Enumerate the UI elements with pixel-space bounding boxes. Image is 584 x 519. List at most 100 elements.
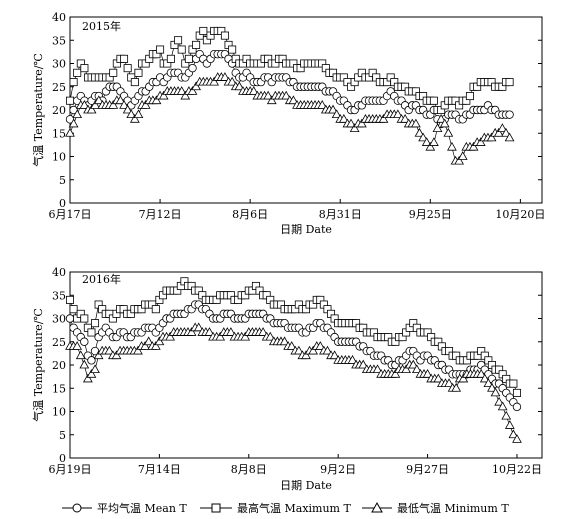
y-axis-2016: 0 5 10 15 20 25 30 35 40 [52, 266, 542, 465]
max-temp-point [174, 36, 183, 45]
max-temp-point [156, 45, 165, 54]
max-temp-point [109, 68, 118, 77]
max-temp-point [69, 78, 78, 87]
y-tick-label: 15 [52, 127, 66, 140]
panel-title-2015: 2015年 [82, 19, 121, 33]
min-temp-point [436, 113, 446, 123]
x-tick-label: 8月31日 [319, 208, 362, 221]
x-tick-label: 10月22日 [492, 463, 542, 476]
min-temp-point [108, 100, 119, 109]
panel-2016: 2016年 0 5 10 15 20 25 30 35 40 6月19日 7月14日 8月8日 9月2… [31, 266, 543, 492]
legend: 平均气温 Mean T 最高气温 Maximum T 最低气温 Minimum … [62, 501, 509, 515]
max-temp-point [512, 388, 521, 397]
y-tick-label: 40 [52, 11, 66, 24]
min-temp-point [476, 368, 487, 378]
min-temp-point [447, 141, 457, 151]
min-temp-point [458, 373, 469, 383]
x-tick-label: 8月8日 [231, 463, 267, 476]
max-temp-point [465, 92, 474, 101]
y-tick-label: 30 [52, 58, 66, 71]
min-temp-point [411, 118, 421, 128]
y-tick-label: 10 [52, 406, 66, 419]
min-temp-point [266, 95, 277, 105]
y-axis-title-2016: 气温 Temperature/℃ [31, 308, 45, 422]
mean-temp-point [188, 63, 197, 73]
min-temp-point [493, 127, 504, 137]
min-temp-point [414, 127, 425, 137]
legend-circle-marker-icon [72, 503, 82, 513]
legend-triangle-marker-icon [371, 501, 383, 513]
min-temp-point [479, 373, 490, 383]
mean-temp-point [65, 314, 75, 323]
series-2016 [65, 277, 522, 443]
panel-2015: 2015年 0 5 10 15 20 25 30 35 40 6月17日 7月12日 8月6日 8月3… [31, 11, 545, 236]
min-temp-point [329, 350, 340, 360]
min-temp-point [215, 331, 226, 341]
x-tick-label: 6月17日 [49, 208, 92, 221]
max-temp-point [151, 305, 160, 314]
plot-frame-2016 [69, 271, 543, 459]
min-temp-point [504, 420, 515, 429]
panel-title-2016: 2016年 [82, 272, 121, 286]
max-temp-point [505, 78, 514, 87]
min-temp-point [490, 387, 501, 397]
min-temp-point [392, 109, 403, 119]
min-temp-point [258, 327, 268, 336]
max-temp-point [192, 40, 201, 49]
min-temp-point [501, 410, 512, 420]
min-temp-point [193, 322, 204, 332]
min-temp-point [400, 113, 410, 123]
min-temp-point [347, 355, 358, 364]
y-tick-label: 5 [59, 174, 66, 187]
y-tick-label: 20 [52, 359, 66, 372]
max-temp-point [120, 54, 129, 63]
min-temp-point [93, 350, 104, 360]
min-temp-point [443, 127, 454, 137]
min-temp-point [425, 141, 436, 151]
min-temp-point [401, 364, 412, 374]
min-temp-point [176, 86, 187, 95]
mean-temp-point [505, 110, 514, 119]
max-temp-point [69, 305, 78, 314]
y-tick-label: 10 [52, 151, 66, 164]
min-temp-point [263, 90, 274, 100]
min-temp-point [186, 327, 197, 336]
y-tick-label: 5 [59, 429, 66, 442]
min-temp-point [315, 341, 326, 350]
min-temp-point [433, 373, 444, 383]
min-temp-point [475, 137, 486, 146]
min-temp-point [220, 72, 230, 81]
x-tick-label: 7月12日 [139, 208, 182, 221]
x-tick-label: 9月27日 [406, 463, 449, 476]
legend-item-min: 最低气温 Minimum T [362, 501, 509, 515]
min-temp-point [279, 336, 290, 346]
min-temp-point [79, 359, 90, 369]
mean-temp-point [87, 356, 96, 365]
min-temp-point [90, 100, 101, 109]
min-temp-point [126, 109, 137, 119]
min-temp-point [65, 127, 75, 137]
min-temp-point [143, 336, 154, 346]
x-axis-title-2016: 日期 Date [280, 479, 332, 492]
y-axis-title-2015: 气温 Temperature/℃ [31, 53, 45, 167]
min-temp-point [328, 104, 338, 114]
min-temp-point [72, 109, 83, 119]
min-temp-point [93, 95, 104, 105]
min-temp-point [293, 345, 304, 355]
min-temp-point [331, 109, 342, 119]
max-temp-point [177, 45, 186, 54]
min-temp-point [378, 113, 389, 123]
min-temp-point [226, 327, 236, 336]
min-temp-point [486, 132, 497, 142]
min-temp-point [372, 364, 383, 374]
max-temp-point [87, 328, 96, 337]
max-temp-point [73, 68, 82, 77]
min-temp-point [508, 429, 519, 439]
min-temp-point [504, 132, 515, 142]
max-temp-point [66, 295, 75, 304]
y-axis-2015: 0 5 10 15 20 25 30 35 40 [52, 11, 542, 210]
x-tick-label: 10月20日 [495, 208, 545, 221]
min-temp-point [422, 368, 433, 378]
min-temp-point [487, 382, 497, 392]
legend-square-marker-icon [211, 503, 221, 513]
